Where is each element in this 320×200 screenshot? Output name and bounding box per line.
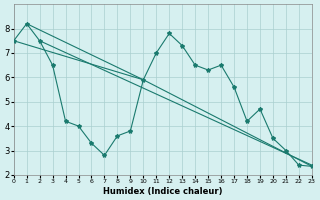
- X-axis label: Humidex (Indice chaleur): Humidex (Indice chaleur): [103, 187, 222, 196]
